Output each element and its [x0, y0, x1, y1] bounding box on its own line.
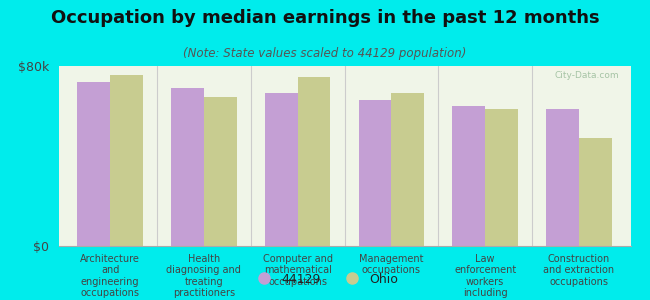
Bar — [298, 77, 330, 246]
Bar — [546, 109, 579, 246]
Bar — [359, 100, 391, 246]
Bar — [204, 98, 237, 246]
Bar — [485, 109, 518, 246]
Bar — [391, 93, 424, 246]
Bar — [265, 93, 298, 246]
Bar — [110, 75, 143, 246]
Bar — [452, 106, 485, 246]
Text: City-Data.com: City-Data.com — [554, 71, 619, 80]
Text: Occupation by median earnings in the past 12 months: Occupation by median earnings in the pas… — [51, 9, 599, 27]
Text: (Note: State values scaled to 44129 population): (Note: State values scaled to 44129 popu… — [183, 46, 467, 59]
Bar — [171, 88, 204, 246]
Bar — [77, 82, 110, 246]
Bar — [579, 138, 612, 246]
Legend: 44129, Ohio: 44129, Ohio — [246, 268, 404, 291]
